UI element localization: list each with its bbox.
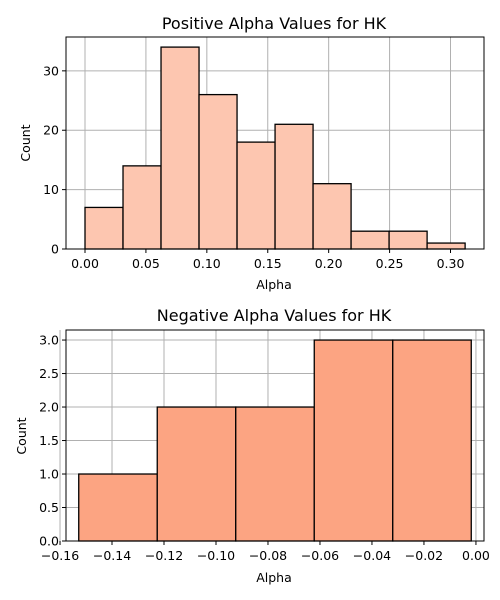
y-axis-label: Count bbox=[14, 417, 29, 454]
histogram-bar bbox=[426, 242, 466, 250]
x-tick-label: 0.10 bbox=[193, 256, 221, 271]
x-tick-label: 0.15 bbox=[254, 256, 282, 271]
x-tick-label: −0.08 bbox=[249, 548, 287, 563]
y-ticks: 0 10 20 30 bbox=[43, 63, 66, 257]
histogram-bar bbox=[350, 230, 390, 250]
plot-frame bbox=[65, 329, 485, 542]
y-axis-label: Count bbox=[18, 124, 33, 161]
chart-negative-alpha: Negative Alpha Values for HK −0.16 −0.14−… bbox=[14, 306, 490, 585]
plot-frame bbox=[65, 36, 485, 250]
y-tick-label: 20 bbox=[43, 123, 59, 138]
histogram-bar bbox=[312, 183, 352, 250]
x-axis-label: Alpha bbox=[256, 277, 292, 292]
y-tick-label: 3.0 bbox=[39, 333, 59, 348]
histogram-bar bbox=[122, 165, 162, 250]
histogram-bar bbox=[160, 46, 200, 250]
x-tick-label: 0.25 bbox=[376, 256, 404, 271]
x-axis-label: Alpha bbox=[256, 570, 292, 585]
y-tick-label: 30 bbox=[43, 63, 59, 78]
histogram-bar bbox=[274, 123, 314, 250]
x-tick-label: 0.05 bbox=[132, 256, 160, 271]
y-tick-label: 10 bbox=[43, 182, 59, 197]
x-tick-label: −0.06 bbox=[301, 548, 339, 563]
x-tick-label: −0.14 bbox=[93, 548, 131, 563]
x-tick-label: 0.20 bbox=[315, 256, 343, 271]
x-tick-label: 0.00 bbox=[71, 256, 99, 271]
histogram-bar bbox=[198, 93, 238, 250]
chart-positive-alpha: Positive Alpha Values for HK 0.00 0.05 0.1… bbox=[18, 14, 485, 292]
x-tick-label: 0.00 bbox=[462, 548, 490, 563]
chart-title: Positive Alpha Values for HK bbox=[162, 14, 387, 33]
bars bbox=[84, 46, 466, 250]
histogram-bar bbox=[235, 406, 315, 542]
y-tick-label: 2.0 bbox=[39, 400, 59, 415]
y-tick-label: 0.0 bbox=[39, 534, 59, 549]
x-tick-label: −0.16 bbox=[41, 548, 79, 563]
y-tick-label: 1.5 bbox=[39, 433, 59, 448]
bars bbox=[78, 339, 472, 542]
y-tick-label: 2.5 bbox=[39, 366, 59, 381]
histogram-bar bbox=[392, 339, 472, 542]
y-tick-label: 1.0 bbox=[39, 467, 59, 482]
y-tick-label: 0.5 bbox=[39, 500, 59, 515]
chart-title: Negative Alpha Values for HK bbox=[157, 306, 392, 325]
x-tick-label: −0.02 bbox=[405, 548, 443, 563]
y-ticks: 0.0 0.5 1.0 1.5 2.0 2.5 3.0 bbox=[39, 333, 66, 549]
x-ticks: −0.16 −0.14 −0.12 −0.10 −0.08 −0.06 −0.04 −0.02… bbox=[41, 541, 490, 563]
histogram-bar bbox=[236, 141, 276, 250]
x-tick-label: −0.12 bbox=[145, 548, 183, 563]
x-tick-label: −0.10 bbox=[197, 548, 235, 563]
x-tick-label: 0.30 bbox=[437, 256, 465, 271]
histogram-bar bbox=[84, 206, 124, 250]
x-ticks: 0.00 0.05 0.10 0.15 0.20 0.25 0.30 bbox=[71, 249, 464, 271]
histogram-bar bbox=[388, 230, 428, 250]
y-tick-label: 0 bbox=[51, 242, 59, 257]
histogram-bar bbox=[78, 473, 158, 542]
histogram-bar bbox=[313, 339, 394, 542]
x-tick-label: −0.04 bbox=[353, 548, 391, 563]
histogram-bar bbox=[156, 406, 237, 542]
